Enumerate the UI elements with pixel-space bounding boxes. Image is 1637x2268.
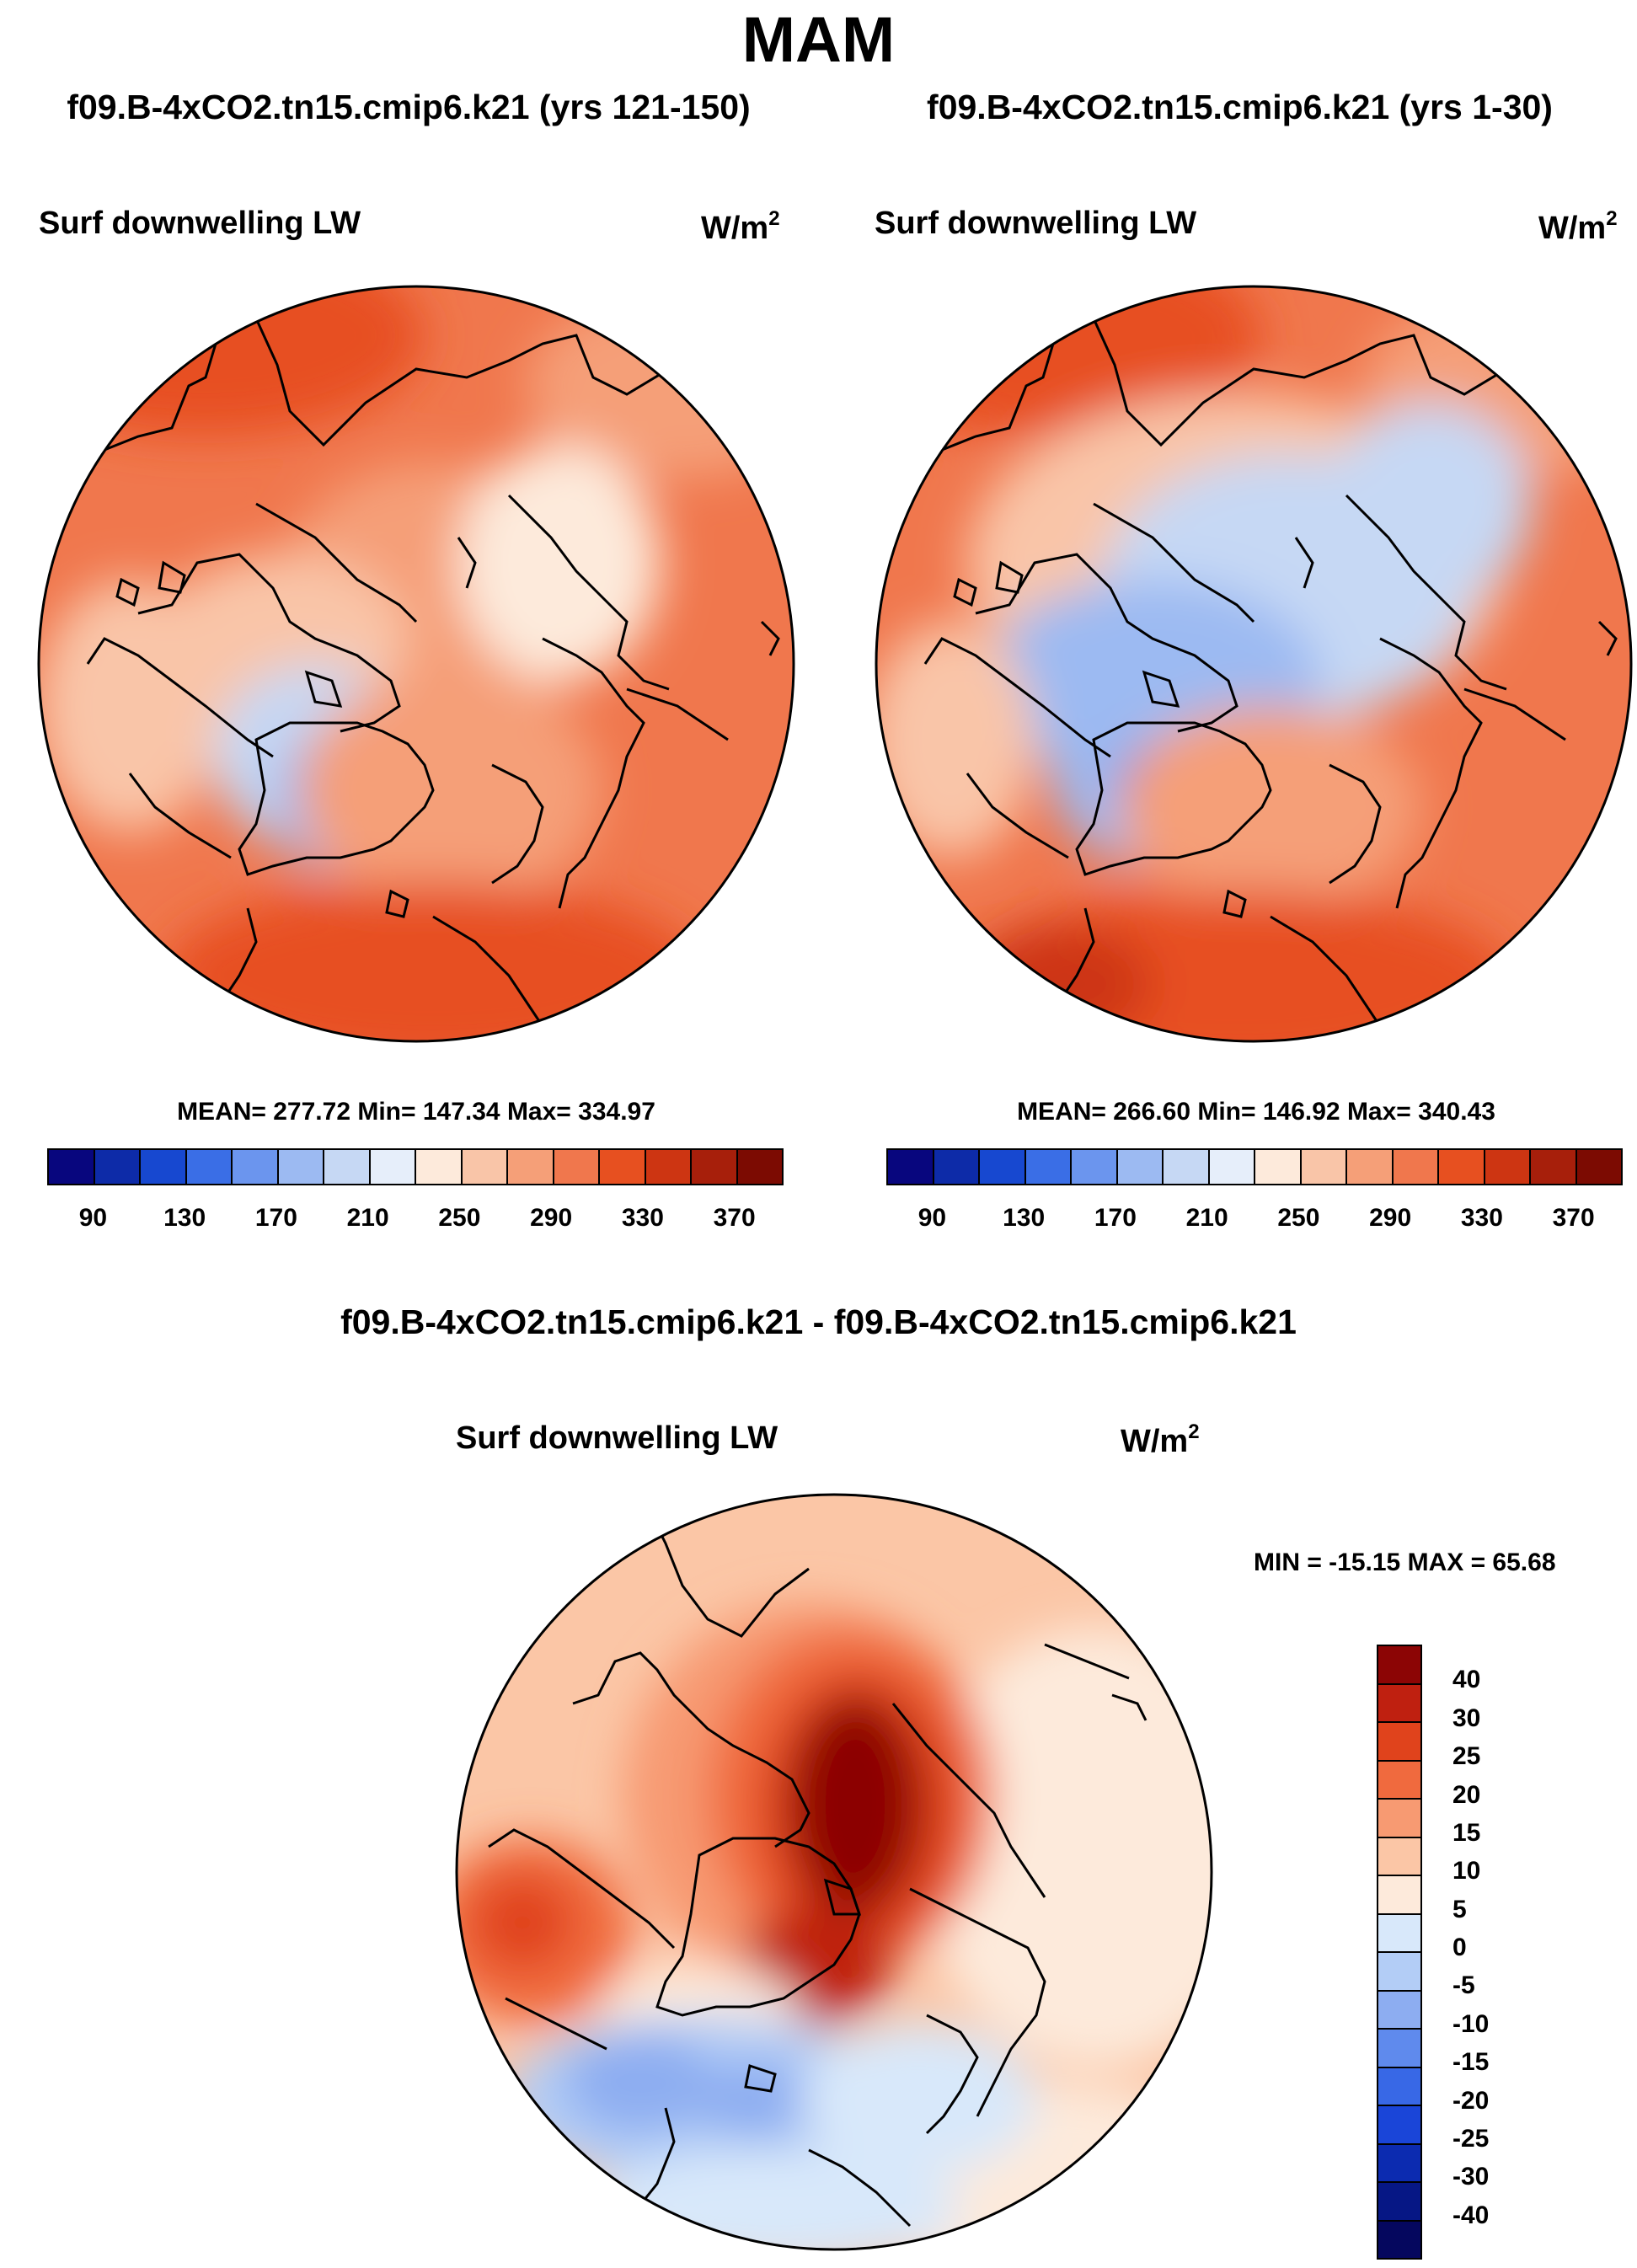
panel3-colorbar-swatch	[1378, 2066, 1420, 2105]
panel2-colorbar	[886, 1148, 1623, 1185]
panel1-colorbar-swatch	[415, 1150, 461, 1184]
panel1-colorbar-swatch	[49, 1150, 94, 1184]
panel3-colorbar-swatch	[1378, 1682, 1420, 1721]
panel3-polar-map	[455, 1493, 1213, 2251]
panel3-colorbar-tick-label: -5	[1452, 1971, 1475, 2000]
panel2-colorbar-tick-label: 130	[1003, 1204, 1046, 1232]
panel3-colorbar-swatch	[1378, 1798, 1420, 1837]
panel2-colorbar-swatch	[1345, 1150, 1392, 1184]
panel1-stats: MEAN= 277.72 Min= 147.34 Max= 334.97	[177, 1098, 655, 1126]
panel1-colorbar-swatch	[552, 1150, 598, 1184]
panel3-stats: MIN = -15.15 MAX = 65.68	[1254, 1549, 1556, 1576]
panel1-colorbar-swatch	[736, 1150, 782, 1184]
panel3-colorbar-tick-label: 20	[1452, 1780, 1481, 1809]
panel1-colorbar-swatch	[644, 1150, 690, 1184]
panel2-units: W/m2	[1538, 207, 1618, 247]
panel1-colorbar-swatch	[185, 1150, 231, 1184]
panel2-colorbar-tick-label: 210	[1185, 1204, 1228, 1232]
panel1-colorbar-swatch	[276, 1150, 323, 1184]
panel3-colorbar-tick-label: -25	[1452, 2124, 1490, 2153]
panel1-colorbar-swatch	[460, 1150, 506, 1184]
panel3-colorbar-tick-label: -40	[1452, 2201, 1490, 2229]
panel2-colorbar-swatch	[1299, 1150, 1345, 1184]
panel2-colorbar-swatch	[978, 1150, 1024, 1184]
panel1-colorbar-swatch	[93, 1150, 139, 1184]
panel1-variable: Surf downwelling LW	[39, 206, 361, 241]
panel2-polar-map	[875, 285, 1633, 1043]
panel1-colorbar-swatch	[323, 1150, 369, 1184]
panel1-colorbar-tick-label: 290	[530, 1204, 573, 1232]
panel1-run-title: f09.B-4xCO2.tn15.cmip6.k21 (yrs 121-150)	[67, 88, 751, 126]
panel3-colorbar-swatch	[1378, 1989, 1420, 2028]
panel3-colorbar-swatch	[1378, 1912, 1420, 1951]
panel3-colorbar-swatch	[1378, 1951, 1420, 1990]
panel3-colorbar-tick-label: -10	[1452, 2009, 1490, 2038]
panel1-colorbar-tick-label: 130	[163, 1204, 206, 1232]
panel1-colorbar-swatch	[506, 1150, 553, 1184]
panel2-colorbar-tick-label: 250	[1277, 1204, 1320, 1232]
panel2-colorbar-swatch	[888, 1150, 933, 1184]
panel3-colorbar-swatch	[1378, 1721, 1420, 1760]
panel3-variable: Surf downwelling LW	[456, 1420, 778, 1456]
panel3-colorbar	[1377, 1645, 1422, 2260]
panel2-colorbar-swatch	[1207, 1150, 1254, 1184]
panel3-colorbar-swatch	[1378, 2105, 1420, 2143]
panel3-colorbar-swatch	[1378, 1836, 1420, 1875]
panel1-colorbar-swatch	[139, 1150, 185, 1184]
panel2-colorbar-swatch	[1575, 1150, 1621, 1184]
panel2-colorbar-swatch	[1437, 1150, 1484, 1184]
panel1-colorbar-swatch	[598, 1150, 645, 1184]
panel3-colorbar-swatch	[1378, 1875, 1420, 1913]
panel1-polar-map	[37, 285, 795, 1043]
panel3-colorbar-swatch	[1378, 2219, 1420, 2258]
panel3-colorbar-swatch	[1378, 2181, 1420, 2220]
panel1-colorbar	[47, 1148, 784, 1185]
panel3-colorbar-swatch	[1378, 1646, 1420, 1683]
panel2-variable: Surf downwelling LW	[875, 206, 1197, 241]
panel1-colorbar-swatch	[231, 1150, 277, 1184]
panel2-colorbar-swatch	[1070, 1150, 1116, 1184]
panel2-colorbar-swatch	[1254, 1150, 1300, 1184]
figure-title: MAM	[741, 4, 896, 76]
panel1-colorbar-tick-label: 370	[713, 1204, 756, 1232]
panel1-colorbar-swatch	[368, 1150, 415, 1184]
panel2-colorbar-tick-label: 170	[1094, 1204, 1137, 1232]
panel2-colorbar-swatch	[932, 1150, 978, 1184]
panel2-colorbar-tick-label: 330	[1460, 1204, 1503, 1232]
panel3-colorbar-tick-label: 30	[1452, 1704, 1481, 1732]
panel2-colorbar-swatch	[1529, 1150, 1575, 1184]
difference-title: f09.B-4xCO2.tn15.cmip6.k21 - f09.B-4xCO2…	[340, 1302, 1297, 1341]
panel3-colorbar-tick-label: -30	[1452, 2163, 1490, 2191]
panel3-colorbar-tick-label: 10	[1452, 1857, 1481, 1886]
panel3-colorbar-swatch	[1378, 2142, 1420, 2181]
panel3-colorbar-tick-label: -20	[1452, 2086, 1490, 2115]
panel2-run-title: f09.B-4xCO2.tn15.cmip6.k21 (yrs 1-30)	[927, 88, 1553, 126]
panel2-colorbar-tick-label: 290	[1369, 1204, 1412, 1232]
panel2-colorbar-tick-label: 370	[1552, 1204, 1595, 1232]
panel2-colorbar-tick-label: 90	[917, 1204, 947, 1232]
panel1-colorbar-tick-label: 90	[78, 1204, 108, 1232]
panel2-colorbar-swatch	[1483, 1150, 1529, 1184]
panel2-colorbar-swatch	[1162, 1150, 1208, 1184]
panel2-colorbar-swatch	[1115, 1150, 1162, 1184]
panel1-colorbar-tick-label: 170	[254, 1204, 297, 1232]
panel1-units: W/m2	[701, 207, 780, 247]
panel2-colorbar-swatch	[1391, 1150, 1437, 1184]
panel3-units: W/m2	[1121, 1420, 1200, 1460]
panel3-colorbar-tick-label: 25	[1452, 1742, 1481, 1771]
panel3-colorbar-tick-label: -15	[1452, 2048, 1490, 2077]
panel2-stats: MEAN= 266.60 Min= 146.92 Max= 340.43	[1017, 1098, 1495, 1126]
panel3-colorbar-swatch	[1378, 1759, 1420, 1798]
panel3-colorbar-tick-label: 5	[1452, 1895, 1467, 1923]
panel1-colorbar-tick-label: 210	[346, 1204, 389, 1232]
panel2-colorbar-swatch	[1024, 1150, 1070, 1184]
panel1-colorbar-swatch	[690, 1150, 736, 1184]
panel3-colorbar-tick-label: 40	[1452, 1666, 1481, 1694]
panel1-colorbar-tick-label: 250	[438, 1204, 481, 1232]
panel3-colorbar-tick-label: 15	[1452, 1818, 1481, 1847]
panel3-colorbar-tick-label: 0	[1452, 1934, 1467, 1961]
panel1-colorbar-tick-label: 330	[621, 1204, 664, 1232]
panel3-colorbar-swatch	[1378, 2028, 1420, 2067]
